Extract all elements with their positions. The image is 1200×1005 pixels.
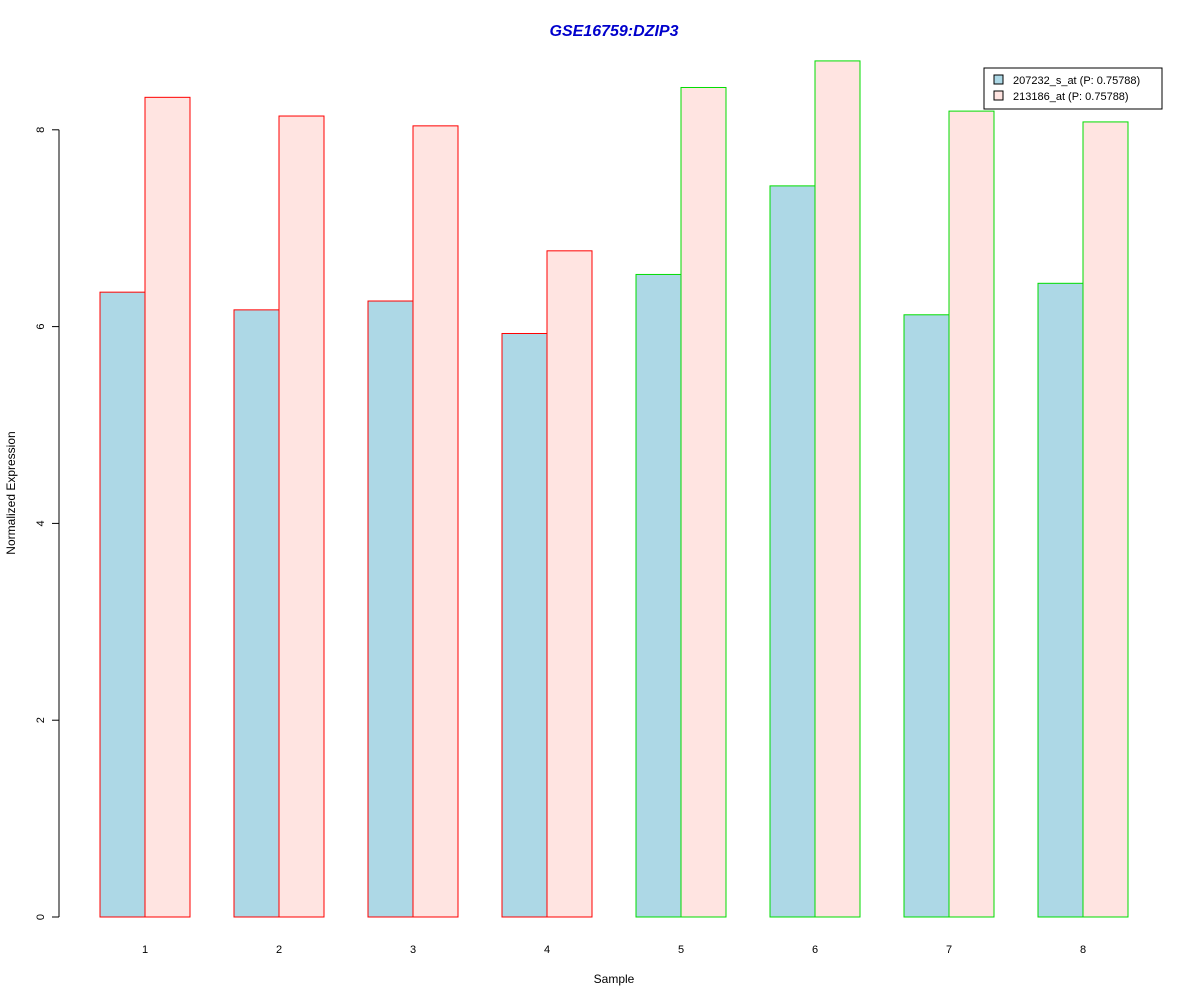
x-tick-label: 8 xyxy=(1080,944,1086,956)
x-tick-label: 2 xyxy=(276,944,282,956)
x-tick-label: 3 xyxy=(410,944,416,956)
bar-series2-sample-7 xyxy=(948,110,995,918)
x-tick-label: 4 xyxy=(544,944,550,956)
y-tick-label: 4 xyxy=(35,520,47,526)
bar-series1-sample-1 xyxy=(99,291,146,918)
x-tick-labels: 1 2 3 4 5 6 7 8 xyxy=(142,944,1086,956)
x-axis-label: Sample xyxy=(594,972,635,986)
legend-swatch-1 xyxy=(993,74,1004,85)
y-tick-label: 6 xyxy=(35,324,47,330)
bar-series2-sample-3 xyxy=(412,125,459,918)
legend-box xyxy=(983,67,1163,110)
y-tick-label: 2 xyxy=(35,717,47,723)
bar-series2-sample-2 xyxy=(278,115,325,918)
bar-series2-sample-6 xyxy=(814,60,861,918)
y-tick-label: 8 xyxy=(35,127,47,133)
bar-series1-sample-6 xyxy=(769,185,816,918)
x-tick-label: 6 xyxy=(812,944,818,956)
bar-series1-sample-3 xyxy=(367,300,414,918)
x-tick-label: 5 xyxy=(678,944,684,956)
bar-series1-sample-8 xyxy=(1037,282,1084,918)
legend-label-2: 213186_at (P: 0.75788) xyxy=(1013,91,1129,103)
x-tick-label: 7 xyxy=(946,944,952,956)
bar-series2-sample-1 xyxy=(144,96,191,918)
y-axis: 0 2 4 6 8 xyxy=(35,127,60,920)
bar-series2-sample-4 xyxy=(546,250,593,918)
legend-label-1: 207232_s_at (P: 0.75788) xyxy=(1013,75,1140,87)
bar-series2-sample-8 xyxy=(1082,121,1129,918)
bar-series1-sample-4 xyxy=(501,332,548,918)
bar-series1-sample-7 xyxy=(903,314,950,918)
bars-layer xyxy=(99,60,1129,918)
x-tick-label: 1 xyxy=(142,944,148,956)
y-axis-label: Normalized Expression xyxy=(4,431,18,554)
bar-series1-sample-2 xyxy=(233,309,280,918)
bar-series2-sample-5 xyxy=(680,86,727,918)
legend-swatch-2 xyxy=(993,90,1004,101)
chart-title: GSE16759:DZIP3 xyxy=(550,23,679,40)
y-tick-label: 0 xyxy=(35,914,47,920)
legend: 207232_s_at (P: 0.75788) 213186_at (P: 0.… xyxy=(983,67,1163,110)
bar-series1-sample-5 xyxy=(635,273,682,918)
